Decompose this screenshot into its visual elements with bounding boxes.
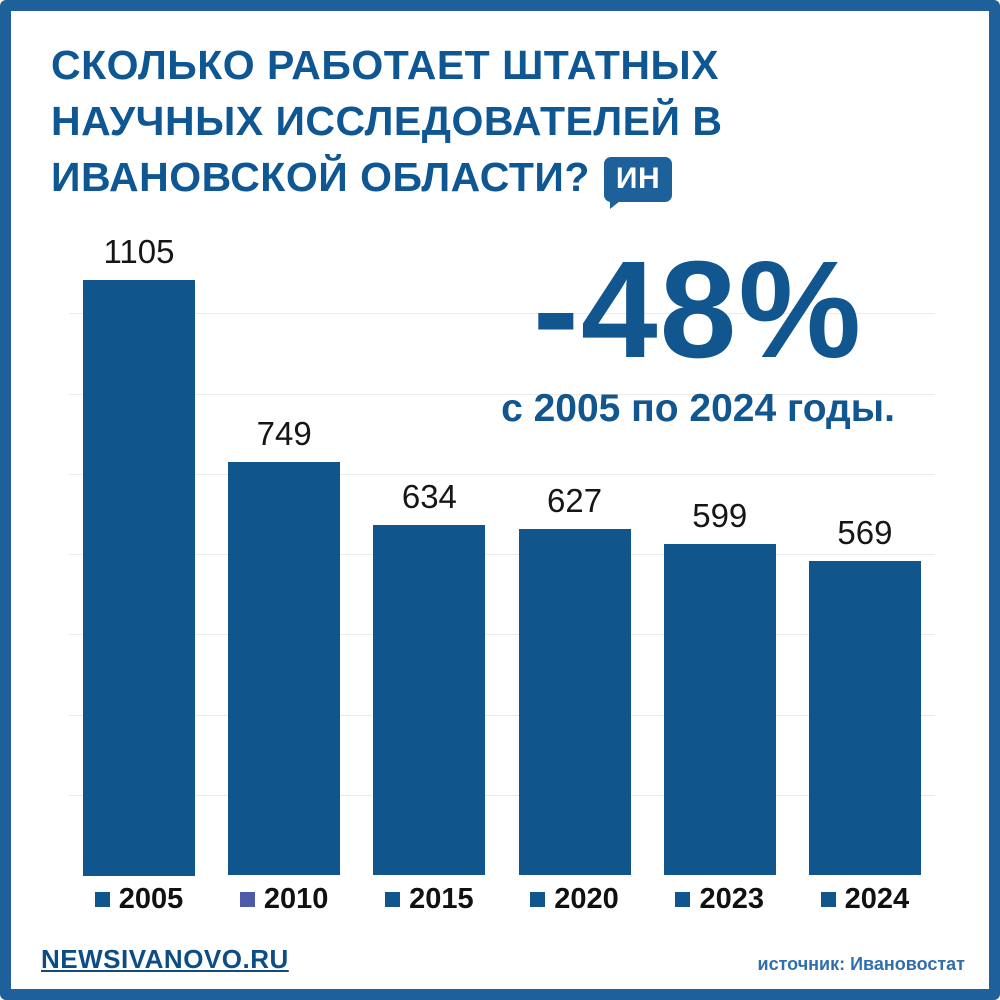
title-line-3: ИВАНОВСКОЙ ОБЛАСТИ? ИН xyxy=(51,149,959,210)
bar-value-label: 634 xyxy=(401,478,457,515)
legend-item: 2010 xyxy=(239,875,329,923)
legend-marker-icon xyxy=(675,891,691,907)
legend-year-label: 2020 xyxy=(554,882,619,915)
bar xyxy=(663,544,776,875)
legend-item: 2020 xyxy=(530,875,619,923)
bar-value-label: 599 xyxy=(692,497,748,534)
site-link[interactable]: NEWSIVANOVO.RU xyxy=(41,944,289,974)
bar-column: 634 2015 xyxy=(373,233,486,923)
legend-marker-icon xyxy=(530,891,546,907)
bar xyxy=(228,462,341,875)
legend-marker-icon xyxy=(820,891,836,907)
bar-column: 627 2020 xyxy=(518,233,631,923)
in-logo-badge: ИН xyxy=(603,157,673,210)
bar-chart: -48% с 2005 по 2024 годы. 1105 2005 749 201… xyxy=(69,233,935,923)
bar-column: 599 2023 xyxy=(663,233,776,923)
bar-value-label: 627 xyxy=(547,482,603,519)
bar-value-label: 1105 xyxy=(103,233,175,270)
title-line-3-text: ИВАНОВСКОЙ ОБЛАСТИ? xyxy=(51,154,590,201)
footer: NEWSIVANOVO.RU источник: Ивановостат xyxy=(41,944,965,975)
legend-year-label: 2015 xyxy=(409,882,474,915)
bar xyxy=(83,280,195,877)
legend-item: 2015 xyxy=(385,875,474,923)
bar-column: 1105 2005 xyxy=(83,233,195,923)
title-line-1: СКОЛЬКО РАБОТАЕТ ШТАТНЫХ xyxy=(51,42,719,88)
legend-marker-icon xyxy=(94,892,110,908)
legend-year-label: 2024 xyxy=(844,882,910,915)
legend-marker-icon xyxy=(239,891,255,907)
legend-item: 2024 xyxy=(820,875,910,923)
bar xyxy=(518,529,631,875)
title-line-2: НАУЧНЫХ ИССЛЕДОВАТЕЛЕЙ В xyxy=(51,98,723,145)
source-label: источник: Ивановостат xyxy=(757,954,965,974)
legend-year-label: 2005 xyxy=(118,883,184,916)
page-title: СКОЛЬКО РАБОТАЕТ ШТАТНЫХ НАУЧНЫХ ИССЛЕДО… xyxy=(51,37,959,210)
bar-column: 749 2010 xyxy=(228,233,341,923)
legend-item: 2005 xyxy=(94,876,184,923)
bar-value-label: 749 xyxy=(256,415,312,452)
bar-value-label: 569 xyxy=(837,514,893,551)
bars-container: 1105 2005 749 2010 634 2015 627 2020 599 2023 569 2… xyxy=(83,233,921,923)
legend-item: 2023 xyxy=(675,875,764,923)
legend-year-label: 2023 xyxy=(699,882,764,915)
bar xyxy=(373,525,486,875)
legend-year-label: 2010 xyxy=(263,882,329,915)
bar-column: 569 2024 xyxy=(808,233,921,923)
legend-marker-icon xyxy=(385,891,401,907)
bar xyxy=(808,561,921,875)
